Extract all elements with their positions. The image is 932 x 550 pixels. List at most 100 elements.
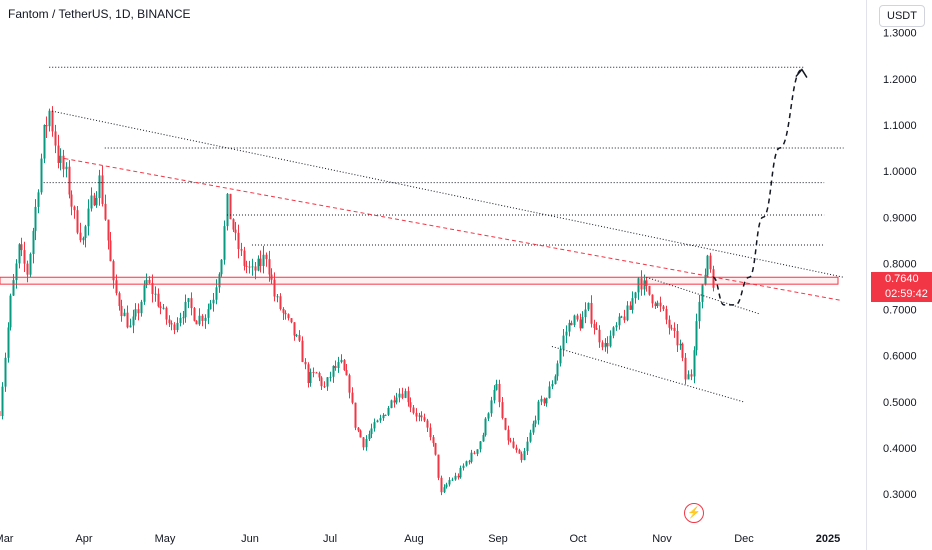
candle-body [293,322,296,336]
candle-body [384,414,387,416]
candle-body [365,439,368,448]
candle-body [401,393,404,398]
x-tick-label: 2025 [816,533,840,545]
candle-body [687,374,690,380]
candle-body [134,309,137,317]
candle-body [337,362,340,368]
candle-body [507,429,510,441]
candle-body [473,452,476,454]
candle-body [120,305,123,317]
candle-body [132,316,135,326]
y-tick-label: 0.5000 [883,397,917,409]
candle-body [240,249,243,251]
candle-body [15,263,18,281]
candle-body [409,402,412,408]
y-tick-label: 0.3000 [883,489,917,501]
candle-body [273,279,276,297]
candle-body [62,155,65,170]
candle-body [581,317,584,329]
candle-body [12,280,15,296]
candle-body [245,265,248,267]
lightning-icon[interactable]: ⚡ [684,503,704,523]
candle-body [595,328,598,330]
candle-body [201,315,204,321]
candle-body [65,166,68,170]
candle-body [656,302,659,307]
candle-body [82,237,85,241]
candle-body [520,453,523,461]
candle-body [693,350,696,377]
candle-body [93,195,96,206]
candle-body [615,325,618,328]
candle-body [282,308,285,313]
candle-body [48,110,51,127]
candle-body [332,365,335,377]
candle-body [251,266,254,268]
candle-body [676,330,679,346]
candle-body [440,477,443,493]
x-tick-label: Jul [323,533,337,545]
candle-body [265,254,268,260]
candle-body [612,327,615,336]
y-tick-label: 1.3000 [883,28,917,40]
candle-body [204,317,207,321]
candle-body [395,397,398,403]
candle-body [665,308,668,320]
candle-body [190,298,193,309]
candle-body [254,266,257,271]
candle-body [257,258,260,271]
candle-body [20,244,23,251]
candle-body [215,287,218,300]
candle-body [159,306,162,309]
candle-body [98,175,101,198]
candle-body [493,389,496,401]
candle-body [579,319,582,329]
candle-body [598,329,601,343]
candle-body [329,376,332,378]
candles [0,106,715,496]
candle-body [145,279,148,286]
candle-body [698,301,701,322]
candle-body [151,282,154,294]
candle-body [1,386,4,417]
candle-body [426,420,429,428]
candle-body [232,219,235,230]
candle-body [187,298,190,302]
candle-body [459,467,462,478]
candle-body [348,375,351,393]
currency-button[interactable]: USDT [879,5,925,27]
candle-body [57,145,60,163]
candle-body [390,400,393,408]
y-tick-label: 0.6000 [883,351,917,363]
y-tick-label: 1.2000 [883,74,917,86]
candle-body [429,427,432,438]
candle-body [568,322,571,332]
candle-body [704,274,707,285]
candle-body [690,374,693,377]
candle-body [351,392,354,403]
candle-body [4,357,7,387]
candle-body [695,321,698,351]
candle-body [90,195,93,209]
candle-body [407,391,410,403]
candle-body [226,193,229,227]
candle-body [379,418,382,421]
candle-body [637,278,640,293]
candle-body [243,250,246,266]
candle-body [651,294,654,304]
candle-body [412,407,415,413]
candle-body [326,377,329,387]
x-tick-label: May [155,533,176,545]
x-tick-label: Sep [488,533,508,545]
candle-body [495,383,498,390]
candle-body [631,298,634,310]
x-tick-label: Mar [0,533,14,545]
candle-body [237,232,240,250]
candle-body [398,393,401,398]
candle-body [593,323,596,329]
candle-body [523,451,526,461]
x-tick-label: Dec [734,533,754,545]
candle-body [170,323,173,325]
candle-body [76,210,79,233]
